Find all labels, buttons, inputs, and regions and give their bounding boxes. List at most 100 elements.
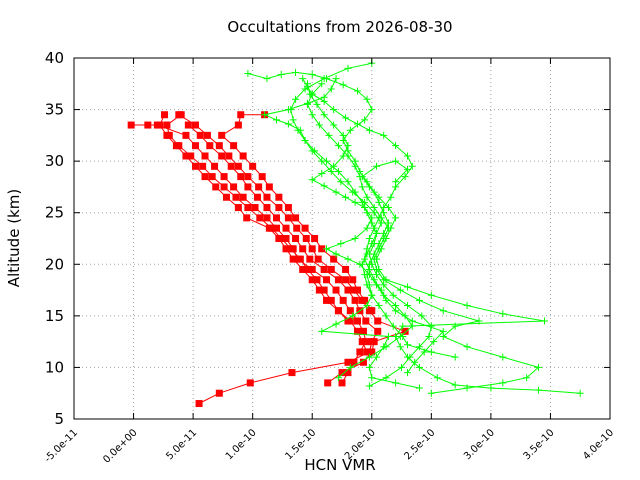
data-point-plus (415, 296, 423, 304)
data-point-plus (387, 193, 395, 201)
data-point-plus (382, 312, 390, 320)
data-point-plus (373, 162, 381, 170)
data-point-plus (363, 224, 371, 232)
data-point-square (225, 152, 233, 160)
data-point-plus (277, 71, 285, 79)
data-point-square (342, 276, 350, 284)
data-point-square (363, 348, 371, 356)
data-point-square (308, 276, 316, 284)
data-point-plus (303, 80, 311, 88)
data-point-plus (365, 126, 373, 134)
data-point-plus (349, 188, 357, 196)
data-point-plus (320, 182, 328, 190)
data-point-plus (365, 353, 373, 361)
data-point-plus (356, 260, 364, 268)
data-point-plus (375, 198, 383, 206)
data-point-plus (487, 384, 495, 392)
data-point-plus (499, 310, 507, 318)
data-point-plus (334, 142, 342, 150)
data-point-square (299, 265, 307, 273)
y-tick-label: 30 (45, 152, 64, 170)
data-point-plus (299, 75, 307, 83)
data-point-square (401, 327, 409, 335)
data-point-plus (523, 374, 531, 382)
data-point-square (292, 214, 300, 222)
data-point-square (353, 317, 361, 325)
data-point-plus (353, 120, 361, 128)
data-point-plus (375, 240, 383, 248)
data-point-plus (318, 157, 326, 165)
data-point-plus (387, 224, 395, 232)
data-point-plus (425, 332, 433, 340)
data-point-plus (330, 162, 338, 170)
y-tick-label: 15 (45, 307, 64, 325)
data-point-square (201, 152, 209, 160)
data-point-plus (380, 131, 388, 139)
data-point-square (353, 286, 361, 294)
green-profile-7 (303, 80, 543, 397)
data-point-square (246, 379, 254, 387)
data-point-square (289, 255, 297, 263)
data-point-square (177, 111, 185, 119)
data-point-plus (392, 157, 400, 165)
data-point-square (215, 389, 223, 397)
data-point-plus (318, 80, 326, 88)
data-point-plus (433, 374, 441, 382)
data-point-square (344, 317, 352, 325)
data-point-plus (368, 291, 376, 299)
data-point-square (370, 338, 378, 346)
data-point-plus (370, 250, 378, 258)
data-point-square (256, 214, 264, 222)
data-point-square (144, 121, 152, 129)
data-point-square (182, 152, 190, 160)
x-tick-label: 5.0e-11 (164, 427, 199, 462)
data-point-plus (375, 265, 383, 273)
data-point-plus (375, 302, 383, 310)
data-point-square (344, 358, 352, 366)
data-point-square (344, 369, 352, 377)
axis-ticks (73, 57, 611, 420)
data-point-square (293, 224, 301, 232)
data-point-square (275, 193, 283, 201)
data-point-plus (334, 374, 342, 382)
data-point-square (318, 245, 326, 253)
x-tick-label: 0.0e+00 (101, 427, 139, 465)
data-point-plus (323, 245, 331, 253)
data-point-plus (382, 374, 390, 382)
data-point-plus (373, 229, 381, 237)
data-point-plus (382, 276, 390, 284)
data-point-plus (344, 255, 352, 263)
data-point-square (374, 327, 382, 335)
data-point-plus (358, 183, 366, 191)
data-point-plus (361, 116, 369, 124)
data-point-plus (363, 193, 371, 201)
data-point-plus (330, 121, 338, 129)
data-point-plus (337, 240, 345, 248)
data-point-square (227, 162, 235, 170)
data-point-square (272, 214, 280, 222)
data-point-plus (356, 167, 364, 175)
data-point-plus (306, 90, 314, 98)
data-point-square (263, 214, 271, 222)
data-point-plus (540, 317, 548, 325)
data-point-plus (404, 341, 412, 349)
data-point-plus (363, 250, 371, 258)
data-point-plus (451, 381, 459, 389)
data-point-square (165, 131, 173, 139)
data-point-square (308, 245, 316, 253)
data-point-plus (284, 120, 292, 128)
data-point-square (249, 162, 257, 170)
data-point-plus (401, 312, 409, 320)
data-point-square (232, 193, 240, 201)
data-point-plus (289, 116, 297, 124)
data-point-square (211, 162, 219, 170)
data-point-square (220, 173, 228, 181)
data-point-plus (344, 178, 352, 186)
green-profile-10 (261, 75, 459, 361)
data-point-plus (323, 75, 331, 83)
data-point-plus (318, 327, 326, 335)
data-point-plus (344, 64, 352, 72)
y-tick-label: 35 (45, 101, 64, 119)
data-point-plus (415, 363, 423, 371)
data-point-square (350, 286, 358, 294)
